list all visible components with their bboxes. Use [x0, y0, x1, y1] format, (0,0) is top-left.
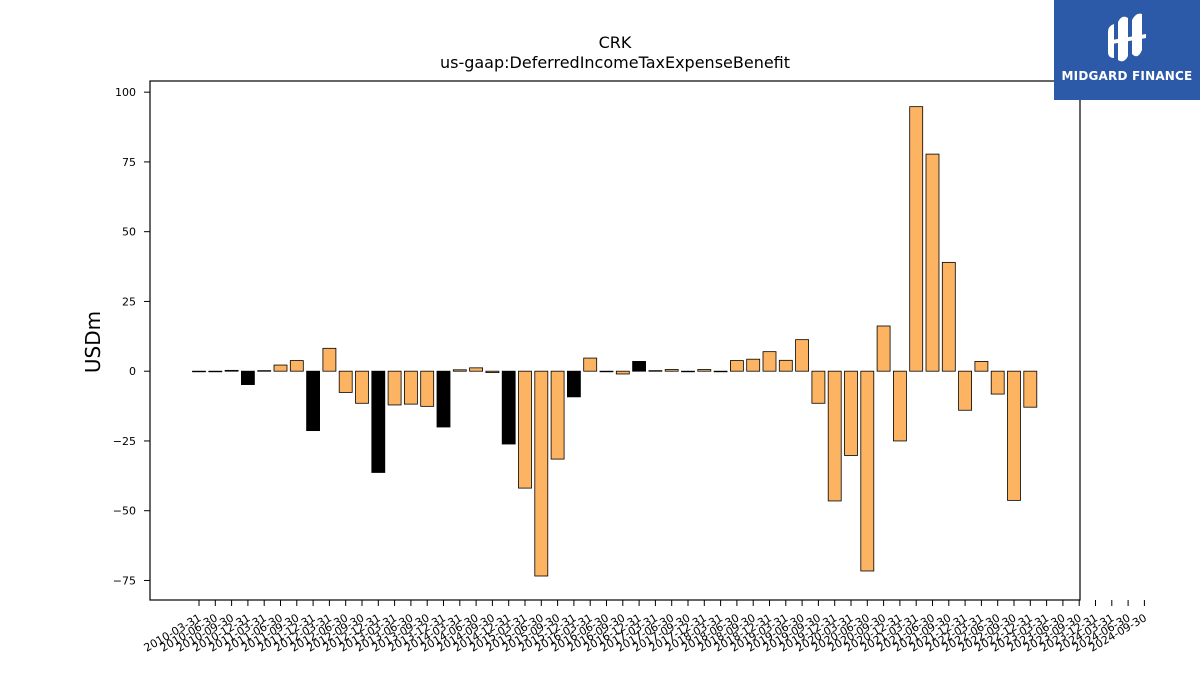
bar	[273, 364, 288, 372]
plot-frame	[149, 80, 1081, 601]
bar	[306, 370, 321, 432]
bar	[240, 370, 255, 385]
bar	[941, 261, 956, 372]
bar	[257, 370, 272, 372]
brand-logo: MIDGARD FINANCE	[1054, 0, 1200, 100]
bar	[664, 369, 679, 372]
bar	[713, 370, 728, 373]
bar	[1023, 370, 1038, 408]
y-tick-label: 100	[115, 86, 136, 99]
bar	[583, 357, 598, 372]
x-ticks-group: 2010-03-312010-06-302010-09-302010-12-31…	[142, 600, 1149, 655]
chart-subtitle: us-gaap:DeferredIncomeTaxExpenseBenefit	[440, 53, 790, 72]
bar	[534, 370, 549, 577]
bar	[599, 370, 614, 373]
bar	[469, 367, 484, 372]
brand-name: MIDGARD FINANCE	[1061, 69, 1193, 83]
y-tick-label: 50	[122, 226, 136, 239]
bar	[893, 370, 907, 442]
bar	[387, 370, 402, 406]
bar	[355, 370, 369, 404]
bar	[876, 325, 891, 372]
bar	[681, 370, 695, 373]
bar	[811, 370, 826, 404]
bar	[958, 370, 972, 411]
bar	[501, 370, 516, 445]
y-axis-label: USDm	[81, 311, 105, 373]
bar	[827, 370, 842, 502]
y-tick-label: −50	[113, 505, 136, 518]
bar	[518, 370, 532, 489]
bar	[615, 370, 630, 375]
bar	[632, 361, 646, 372]
bar	[208, 370, 223, 373]
bar	[648, 370, 663, 372]
bar	[485, 370, 500, 373]
chart-title: CRK	[599, 33, 632, 52]
bar	[925, 153, 940, 372]
bar	[844, 370, 858, 456]
y-tick-label: 0	[129, 365, 136, 378]
bar	[371, 370, 386, 473]
bar	[192, 370, 206, 373]
bar	[436, 370, 451, 428]
y-tick-label: 25	[122, 295, 136, 308]
bar	[990, 370, 1005, 395]
bar	[762, 351, 777, 372]
bar	[289, 360, 304, 372]
bar	[746, 358, 761, 372]
bar	[550, 370, 565, 460]
bar	[909, 106, 924, 372]
bar	[403, 370, 418, 405]
y-tick-label: −75	[113, 574, 136, 587]
bar	[974, 361, 989, 372]
y-tick-label: 75	[122, 156, 136, 169]
logo-mark-icon	[1108, 13, 1146, 62]
bar	[778, 359, 793, 372]
y-tick-label: −25	[113, 435, 136, 448]
bar	[420, 370, 435, 407]
bar	[338, 370, 353, 393]
bar	[322, 347, 337, 372]
bar	[697, 369, 712, 372]
bar	[452, 369, 467, 372]
y-ticks-group: 100 75 50 25 0 −25 −50 −75	[113, 86, 150, 587]
bar	[224, 369, 239, 372]
bar	[860, 370, 875, 572]
bar	[795, 339, 809, 372]
bar	[1007, 370, 1021, 501]
bar	[730, 360, 744, 372]
bars-group	[192, 106, 1038, 577]
bar	[567, 370, 581, 398]
